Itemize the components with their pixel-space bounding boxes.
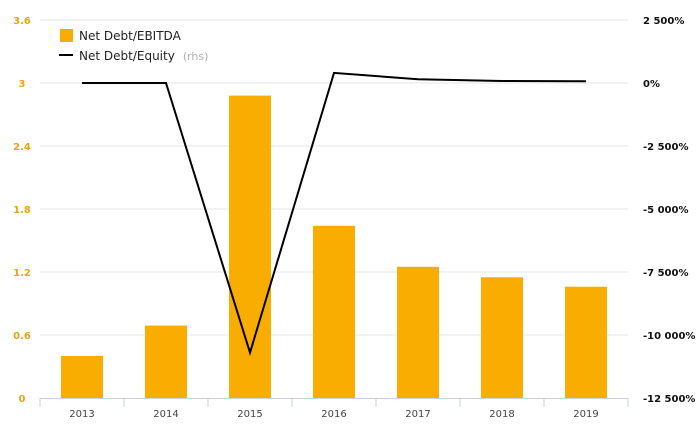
right-tick-label: -12 500% [643, 394, 695, 405]
left-tick-label: 0.6 [13, 331, 31, 342]
left-tick-label: 1.2 [13, 268, 31, 279]
right-tick-label: -7 500% [643, 268, 688, 279]
bar-2014 [145, 325, 187, 398]
legend: Net Debt/EBITDA Net Debt/Equity (rhs) [59, 29, 208, 64]
left-tick-label: 0 [19, 394, 26, 405]
legend-swatch-bar [60, 29, 73, 42]
left-tick-label: 3.6 [13, 16, 31, 27]
line-series [81, 71, 587, 357]
bar-2013 [61, 356, 103, 398]
legend-label-line-name: Net Debt/Equity [79, 49, 175, 63]
x-tick-label: 2017 [405, 409, 430, 420]
left-tick-label: 2.4 [13, 142, 31, 153]
legend-label-bar: Net Debt/EBITDA [79, 29, 182, 43]
x-tick-label: 2016 [321, 409, 346, 420]
legend-label-line: Net Debt/Equity (rhs) [79, 47, 208, 64]
right-tick-label: -5 000% [643, 205, 688, 216]
bar-series [61, 95, 607, 398]
legend-label-line-suffix: (rhs) [183, 50, 209, 63]
bar-2018 [481, 277, 523, 398]
right-tick-label: -2 500% [643, 142, 688, 153]
left-tick-label: 1.8 [13, 205, 31, 216]
x-tick-label: 2018 [489, 409, 514, 420]
x-tick-label: 2019 [573, 409, 598, 420]
left-tick-label: 3 [19, 79, 26, 90]
x-tick-label: 2013 [69, 409, 94, 420]
right-tick-label: 0% [643, 79, 660, 90]
x-tick-label: 2014 [153, 409, 178, 420]
x-tick-label: 2015 [237, 409, 262, 420]
bar-2016 [313, 225, 355, 398]
x-axis: 2013 2014 2015 2016 2017 2018 2019 [39, 398, 629, 420]
bar-2019 [565, 286, 607, 398]
bar-2015 [229, 95, 271, 398]
right-tick-label: -10 000% [643, 331, 695, 342]
bar-2017 [397, 266, 439, 398]
right-tick-label: 2 500% [643, 16, 684, 27]
right-axis: 2 500% 0% -2 500% -5 000% -7 500% -10 000% -12… [643, 16, 695, 405]
left-axis: 0 0.6 1.2 1.8 2.4 3 3.6 [13, 16, 31, 405]
